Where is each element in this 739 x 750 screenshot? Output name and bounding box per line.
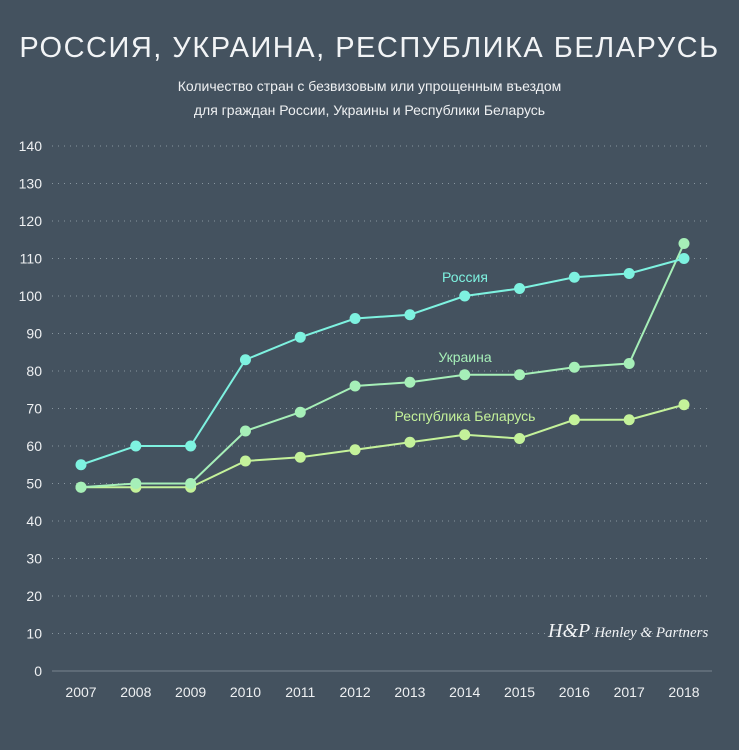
y-tick-label: 10 <box>26 626 42 642</box>
series-line-1 <box>80 243 685 489</box>
data-point <box>185 478 197 489</box>
data-point <box>459 290 471 302</box>
data-point <box>294 331 306 343</box>
x-tick-label: 2009 <box>175 684 206 700</box>
x-tick-label: 2011 <box>285 684 315 700</box>
data-point <box>239 455 251 467</box>
series-label: Россия <box>442 269 488 285</box>
y-tick-label: 20 <box>26 588 42 604</box>
data-point <box>623 358 635 369</box>
chart-subtitle-line2: для граждан России, Украины и Республики… <box>193 102 546 118</box>
data-point <box>623 414 635 426</box>
data-point <box>294 406 306 418</box>
series-line-0 <box>80 257 685 466</box>
x-tick-label: 2016 <box>559 684 590 700</box>
data-point <box>568 271 580 283</box>
y-tick-label: 110 <box>20 251 43 267</box>
data-point <box>349 380 361 392</box>
y-tick-label: 60 <box>26 438 42 454</box>
data-point <box>459 429 471 441</box>
data-point <box>404 436 416 448</box>
y-tick-label: 140 <box>19 138 43 154</box>
x-tick-label: 2012 <box>340 684 371 700</box>
data-point <box>294 451 306 463</box>
y-tick-label: 50 <box>26 476 42 492</box>
data-point <box>678 238 690 249</box>
data-point <box>404 309 416 321</box>
series-line-2 <box>81 403 685 489</box>
data-point <box>185 440 197 452</box>
data-point <box>130 440 142 452</box>
y-tick-label: 40 <box>26 513 42 529</box>
y-tick-label: 100 <box>19 288 43 304</box>
data-point <box>239 425 251 437</box>
data-point <box>239 354 251 366</box>
data-point <box>75 481 87 493</box>
data-point <box>404 376 416 388</box>
x-tick-label: 2015 <box>504 684 535 700</box>
data-point <box>75 459 87 471</box>
x-tick-label: 2018 <box>668 684 699 700</box>
data-point <box>349 444 361 456</box>
data-point <box>514 369 526 381</box>
x-tick-label: 2014 <box>449 684 480 700</box>
data-point <box>568 414 580 426</box>
x-tick-label: 2008 <box>120 684 151 700</box>
data-point <box>568 361 580 373</box>
chart-subtitle-line1: Количество стран с безвизовым или упроще… <box>177 78 562 94</box>
data-point <box>678 253 690 264</box>
data-point <box>130 478 142 489</box>
y-tick-label: 90 <box>26 326 42 342</box>
data-point <box>623 268 635 279</box>
x-tick-label: 2017 <box>614 684 645 700</box>
series-label: Республика Беларусь <box>395 408 536 424</box>
chart-title: РОССИЯ, УКРАИНА, РЕСПУБЛИКА БЕЛАРУСЬ <box>19 32 720 64</box>
y-tick-label: 30 <box>26 551 42 567</box>
y-tick-label: 130 <box>19 176 43 192</box>
x-tick-label: 2013 <box>394 684 425 700</box>
x-tick-label: 2010 <box>230 684 261 700</box>
y-tick-label: 70 <box>26 401 42 417</box>
data-point <box>514 283 526 294</box>
x-tick-label: 2007 <box>65 684 96 700</box>
data-point <box>678 399 690 411</box>
y-tick-label: 120 <box>19 213 43 229</box>
data-point <box>349 313 361 324</box>
henley-partners-logo: H&P Henley & Partners <box>548 620 709 642</box>
series-label: Украина <box>438 349 492 365</box>
data-point <box>514 433 526 444</box>
y-tick-label: 80 <box>26 363 42 379</box>
data-point <box>459 369 471 381</box>
y-tick-label: 0 <box>34 663 42 679</box>
